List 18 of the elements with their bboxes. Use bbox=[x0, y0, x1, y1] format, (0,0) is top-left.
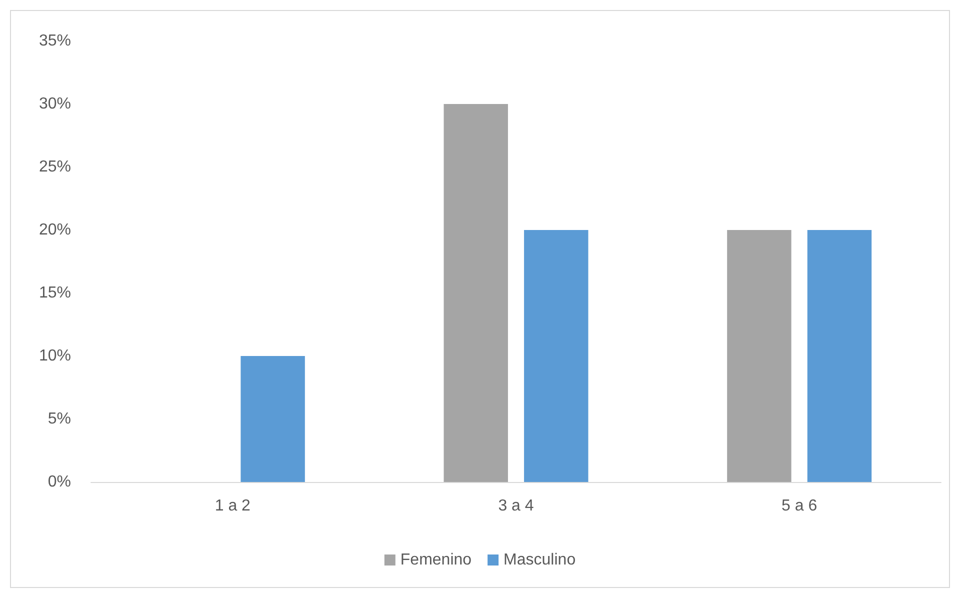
legend-label: Femenino bbox=[400, 552, 472, 568]
bar bbox=[240, 356, 305, 482]
bar bbox=[807, 230, 872, 482]
bar bbox=[524, 230, 588, 482]
y-tick-label: 15% bbox=[38, 284, 71, 302]
y-tick-label: 35% bbox=[38, 32, 71, 50]
y-tick-label: 20% bbox=[38, 222, 71, 238]
x-tick-label: 1 a 2 bbox=[214, 498, 251, 514]
bar bbox=[444, 104, 508, 482]
legend-label: Masculino bbox=[504, 552, 576, 568]
y-tick-label: 0% bbox=[48, 474, 71, 490]
x-tick-label: 5 a 6 bbox=[782, 498, 818, 514]
bar bbox=[727, 230, 792, 482]
y-tick-label: 10% bbox=[38, 348, 71, 364]
y-tick-label: 25% bbox=[38, 158, 71, 176]
y-tick-label: 30% bbox=[38, 96, 71, 112]
y-tick-label: 5% bbox=[48, 410, 71, 428]
x-tick-label: 3 a 4 bbox=[498, 498, 534, 514]
